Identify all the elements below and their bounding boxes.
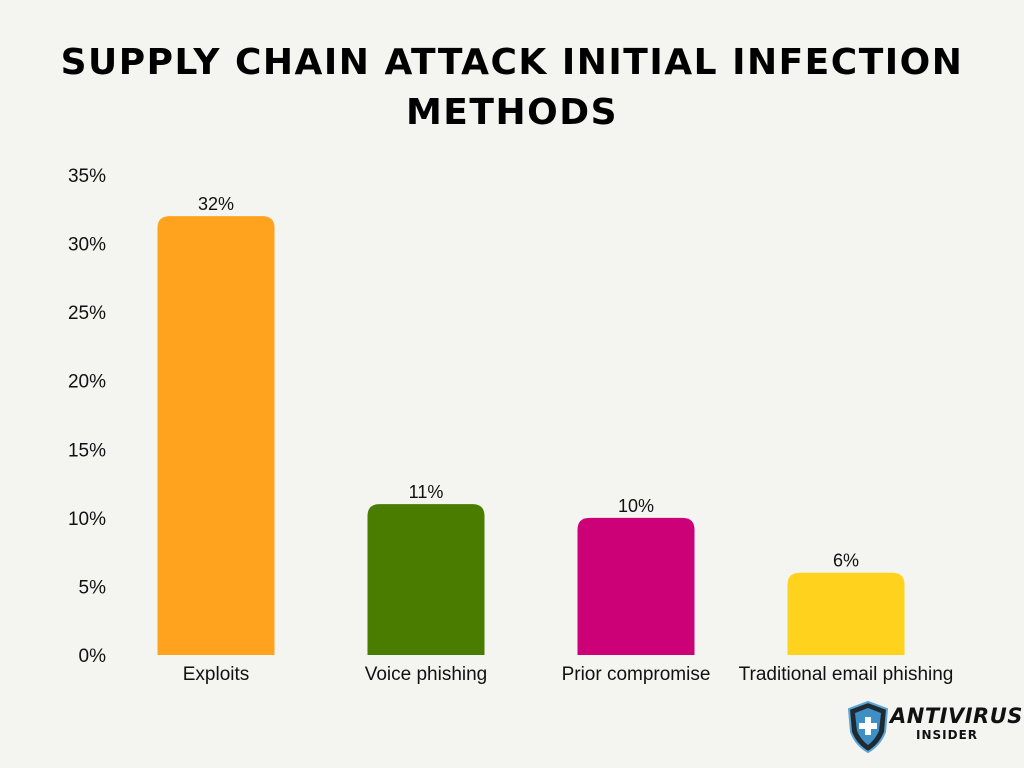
shield-plus-icon	[847, 700, 889, 754]
bar-traditional-email-phishing	[787, 572, 905, 655]
y-tick-label: 15%	[68, 440, 106, 461]
y-tick-label: 0%	[79, 646, 107, 667]
antivirus-insider-logo: ANTIVIRUS INSIDER	[846, 700, 1022, 754]
bars	[157, 216, 905, 655]
x-category-label: Prior compromise	[562, 664, 711, 685]
x-category-label: Traditional email phishing	[739, 664, 954, 685]
data-label: 6%	[833, 551, 859, 571]
logo-text-line1: ANTIVIRUS	[890, 704, 1023, 728]
x-axis: Exploits Voice phishing Prior compromise Tr…	[183, 664, 954, 685]
data-label: 11%	[409, 482, 444, 502]
x-category-label: Voice phishing	[365, 664, 488, 685]
data-label: 10%	[618, 496, 654, 516]
data-label: 32%	[198, 194, 234, 214]
y-tick-label: 20%	[68, 372, 106, 393]
y-tick-label: 25%	[68, 303, 106, 324]
bar-prior-compromise	[577, 517, 695, 655]
y-tick-label: 30%	[68, 235, 106, 256]
bar-exploits	[157, 216, 275, 655]
x-category-label: Exploits	[183, 664, 250, 685]
chart-title: Supply Chain Attack Initial Infection Me…	[60, 42, 964, 133]
logo-text-line2: INSIDER	[916, 728, 979, 742]
data-labels: 32% 11% 10% 6%	[198, 194, 859, 571]
y-tick-label: 10%	[68, 509, 106, 530]
y-tick-label: 35%	[68, 166, 106, 187]
bar-voice-phishing	[367, 504, 485, 655]
y-tick-label: 5%	[79, 577, 107, 598]
y-axis: 0% 5% 10% 15% 20% 25% 30% 35%	[68, 166, 106, 667]
